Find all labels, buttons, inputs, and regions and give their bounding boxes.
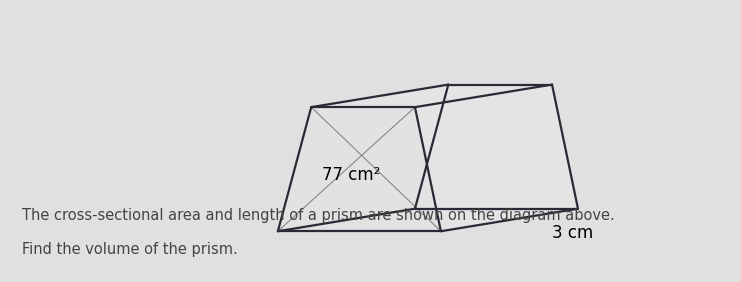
Polygon shape	[278, 107, 441, 231]
Polygon shape	[415, 85, 578, 231]
Text: 77 cm²: 77 cm²	[322, 166, 381, 184]
Text: 3 cm: 3 cm	[552, 224, 594, 242]
Polygon shape	[311, 85, 552, 107]
Text: The cross-sectional area and length of a prism are shown on the diagram above.: The cross-sectional area and length of a…	[22, 208, 615, 223]
Text: Find the volume of the prism.: Find the volume of the prism.	[22, 242, 238, 257]
